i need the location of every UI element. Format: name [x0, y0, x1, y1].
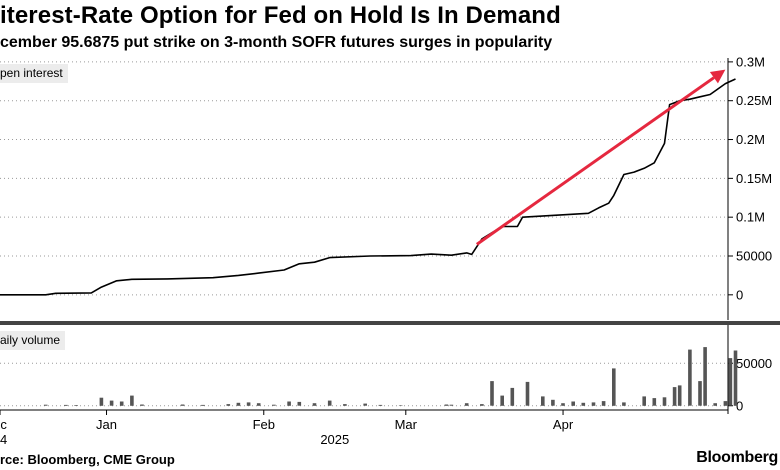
volume-bar [64, 404, 68, 406]
volume-bar [363, 403, 367, 406]
volume-bar [398, 405, 403, 406]
volume-bar [378, 404, 383, 406]
chart-subtitle: cember 95.6875 put strike on 3-month SOF… [0, 34, 553, 51]
volume-bar [541, 396, 545, 406]
volume-bar [343, 404, 347, 406]
bloomberg-logo: Bloomberg [696, 449, 778, 466]
volume-bar [256, 403, 261, 406]
volume-bar [581, 402, 586, 406]
open-interest-ytick-label: 0.2M [736, 132, 765, 147]
volume-bar [130, 395, 134, 406]
volume-bar [652, 398, 657, 406]
volume-bar [297, 401, 302, 406]
volume-bar [140, 404, 144, 406]
open-interest-ytick-label: 50000 [736, 249, 772, 264]
volume-bar [180, 404, 185, 406]
volume-bar [688, 349, 692, 406]
daily-volume-ytick-label: 50000 [736, 356, 772, 371]
volume-bar [444, 404, 449, 406]
open-interest-line [0, 78, 736, 296]
volume-bar [287, 401, 291, 406]
x-tick-label: Jan [96, 417, 117, 432]
panel-divider [0, 321, 780, 325]
volume-bar [728, 358, 733, 406]
volume-bar [698, 381, 702, 406]
open-interest-tag: pen interest [0, 64, 68, 83]
volume-bar [622, 402, 626, 406]
trend-arrow-shaft [475, 76, 715, 246]
volume-bar [571, 401, 575, 406]
volume-bar [551, 399, 555, 406]
volume-bar [672, 387, 677, 406]
volume-bar [236, 402, 241, 406]
volume-bar [525, 381, 530, 406]
volume-bar [713, 403, 717, 406]
volume-bar [500, 395, 504, 406]
volume-bar [312, 403, 317, 406]
volume-bar [74, 405, 78, 406]
open-interest-ytick-label: 0.1M [736, 210, 765, 225]
volume-bar [591, 402, 596, 406]
volume-bar [99, 397, 104, 406]
volume-bar [201, 404, 205, 406]
x-tick-label: ec [0, 417, 7, 432]
daily-volume-tag: aily volume [0, 331, 66, 350]
chart-title: iterest-Rate Option for Fed on Hold Is I… [0, 2, 561, 29]
volume-bar [723, 401, 728, 406]
volume-bar [703, 347, 707, 406]
volume-bar [561, 403, 565, 406]
x-tick-label: Apr [553, 417, 574, 432]
volume-bar [43, 404, 48, 406]
volume-bar [449, 404, 454, 406]
open-interest-ytick-label: 0.15M [736, 171, 772, 186]
volume-bar [119, 401, 124, 406]
open-interest-ytick-label: 0.3M [736, 54, 765, 69]
volume-bar [733, 350, 738, 406]
volume-bar [272, 404, 276, 406]
volume-bar [612, 368, 616, 406]
x-year-label: 2025 [320, 432, 349, 447]
volume-bar [510, 387, 515, 406]
open-interest-ytick-label: 0.25M [736, 93, 772, 108]
volume-bar [327, 400, 332, 406]
volume-bar [480, 404, 484, 406]
source-note: rce: Bloomberg, CME Group [0, 452, 175, 467]
volume-bar [601, 401, 606, 406]
open-interest-ytick-label: 0 [736, 287, 743, 302]
trend-arrow-head [709, 69, 726, 84]
x-year-label: 24 [0, 432, 7, 447]
volume-bar [642, 396, 646, 406]
x-tick-label: Mar [395, 417, 418, 432]
daily-volume-ytick-label: 0 [736, 398, 743, 413]
volume-bar [464, 403, 469, 406]
x-tick-label: Feb [253, 417, 275, 432]
volume-bar [246, 402, 251, 406]
volume-bar [226, 404, 231, 406]
volume-bar [490, 381, 494, 406]
volume-bar [109, 400, 114, 406]
volume-bar [662, 397, 667, 406]
volume-bar [677, 385, 682, 406]
